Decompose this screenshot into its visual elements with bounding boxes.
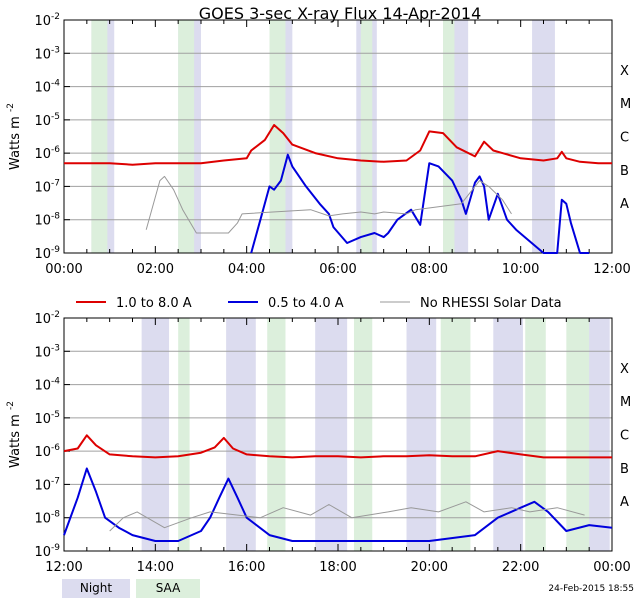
chart-title: GOES 3-sec X-ray Flux 14-Apr-2014 — [199, 4, 482, 23]
y-tick-label: 10-4 — [34, 79, 60, 96]
x-tick-label: 04:00 — [228, 262, 265, 277]
y-tick-label: 10-5 — [34, 410, 60, 427]
y-tick-label: 10-9 — [34, 245, 60, 262]
y-tick-label: 10-8 — [34, 212, 60, 229]
saa-band — [178, 318, 190, 551]
night-band — [141, 318, 170, 551]
night-band — [315, 318, 348, 551]
x-tick-label: 12:00 — [45, 560, 82, 575]
class-label-x: X — [620, 64, 629, 79]
series-blue — [63, 467, 613, 542]
y-tick-label: 10-6 — [34, 145, 60, 162]
saa-legend-swatch — [136, 579, 200, 598]
legend: 1.0 to 8.0 A 0.5 to 4.0 A No RHESSI Sola… — [76, 296, 562, 311]
x-tick-label: 20:00 — [411, 560, 448, 575]
night-band — [226, 318, 256, 551]
series-gray — [145, 175, 512, 234]
y-tick-label: 10-2 — [34, 12, 60, 29]
saa-band — [360, 20, 373, 253]
bottom-panel: 12:00 14:00 16:00 18:00 20:00 22:00 00:00 10-9 1… — [6, 310, 631, 575]
y-tick-label: 10-9 — [34, 543, 60, 560]
saa-band — [267, 318, 286, 551]
saa-band — [353, 318, 373, 551]
saa-band — [525, 318, 546, 551]
x-tick-label: 02:00 — [137, 262, 174, 277]
series-red — [64, 124, 612, 166]
night-band — [406, 318, 437, 551]
class-label-m: M — [620, 97, 631, 112]
x-tick-label: 12:00 — [593, 262, 630, 277]
timestamp: 24-Feb-2015 18:55 — [548, 584, 634, 594]
x-tick-label: 06:00 — [319, 262, 356, 277]
class-label-c: C — [620, 131, 629, 146]
saa-band — [178, 20, 195, 253]
series-gray — [109, 501, 585, 532]
x-tick-label: 08:00 — [411, 262, 448, 277]
series-blue — [250, 153, 590, 254]
night-legend-swatch — [62, 579, 130, 598]
saa-band — [269, 20, 286, 253]
saa-band — [91, 20, 108, 253]
plot-frame — [63, 19, 613, 254]
y-tick-label: 10-8 — [34, 510, 60, 527]
class-label-a: A — [620, 197, 629, 212]
saa-band — [443, 20, 455, 253]
x-tick-label: 10:00 — [502, 262, 539, 277]
saa-band — [566, 318, 590, 551]
x-tick-label: 00:00 — [45, 262, 82, 277]
y-axis-label: Watts m -2 — [6, 103, 23, 170]
top-panel: 00:00 02:00 04:00 06:00 08:00 10:00 12:00 10-9 1… — [6, 12, 631, 277]
y-tick-label: 10-2 — [34, 310, 60, 327]
y-tick-label: 10-3 — [34, 45, 60, 62]
night-legend-label: Night — [79, 581, 113, 595]
y-tick-label: 10-3 — [34, 343, 60, 360]
y-axis-label: Watts m -2 — [6, 401, 23, 468]
legend-label-long: 1.0 to 8.0 A — [116, 296, 192, 311]
x-tick-label: 22:00 — [502, 560, 539, 575]
x-tick-label: 18:00 — [319, 560, 356, 575]
saa-legend-label: SAA — [155, 581, 181, 595]
legend-label-norhessi: No RHESSI Solar Data — [420, 296, 562, 311]
y-tick-label: 10-7 — [34, 476, 60, 493]
class-label-m: M — [620, 395, 631, 410]
class-label-b: B — [620, 164, 629, 179]
night-band — [493, 318, 523, 551]
legend-label-short: 0.5 to 4.0 A — [268, 296, 344, 311]
class-label-b: B — [620, 462, 629, 477]
y-tick-label: 10-7 — [34, 178, 60, 195]
class-label-a: A — [620, 495, 629, 510]
series-red — [63, 434, 612, 459]
class-label-x: X — [620, 362, 629, 377]
x-tick-label: 16:00 — [228, 560, 265, 575]
night-band — [532, 20, 555, 253]
y-tick-label: 10-4 — [34, 377, 60, 394]
class-label-c: C — [620, 429, 629, 444]
saa-band — [440, 318, 471, 551]
x-tick-label: 14:00 — [137, 560, 174, 575]
x-tick-label: 00:00 — [593, 560, 630, 575]
y-tick-label: 10-5 — [34, 112, 60, 129]
y-tick-label: 10-6 — [34, 443, 60, 460]
